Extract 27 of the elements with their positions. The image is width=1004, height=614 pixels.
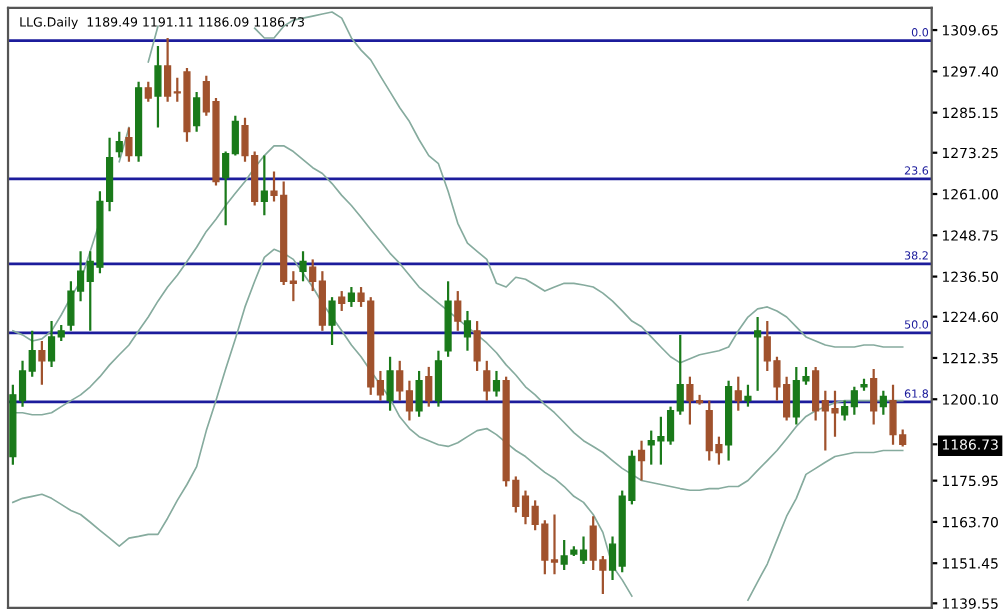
candlestick bbox=[734, 375, 742, 412]
candlestick bbox=[338, 289, 346, 313]
candlestick bbox=[347, 285, 355, 309]
candlestick bbox=[260, 154, 268, 217]
candlestick bbox=[492, 369, 501, 398]
candlestick bbox=[463, 309, 472, 352]
candlestick bbox=[483, 359, 491, 402]
candlestick bbox=[386, 355, 394, 412]
candlestick bbox=[299, 250, 307, 283]
candlestick bbox=[870, 367, 878, 426]
candlestick bbox=[38, 339, 46, 386]
candlestick bbox=[434, 349, 443, 408]
candlestick bbox=[328, 296, 336, 347]
candlestick bbox=[454, 289, 462, 332]
candlestick bbox=[125, 126, 133, 163]
candlestick bbox=[425, 365, 433, 408]
candlestick bbox=[415, 369, 423, 418]
candlestick bbox=[193, 90, 201, 133]
candlestick bbox=[879, 389, 887, 416]
candlestick bbox=[754, 315, 762, 392]
candlestick bbox=[154, 44, 162, 129]
candlestick bbox=[144, 80, 152, 103]
candlestick bbox=[115, 130, 123, 159]
candlestick bbox=[473, 319, 481, 373]
candlestick bbox=[744, 383, 752, 408]
candlestick bbox=[637, 439, 646, 482]
candlestick bbox=[560, 539, 568, 572]
